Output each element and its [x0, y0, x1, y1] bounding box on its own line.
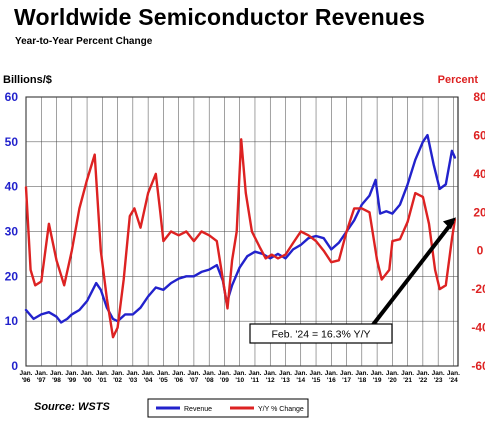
left-axis-label: Billions/$	[3, 74, 52, 86]
x-tick-label: Jan. '19	[371, 370, 384, 384]
left-axis-ticks: 0 10 20 30 40 50 60	[5, 90, 19, 373]
legend-label: Revenue	[184, 406, 212, 413]
x-tick-label: Jan. '02	[111, 370, 124, 384]
x-tick-label: Jan. '15	[310, 370, 323, 384]
right-tick-label: -40	[471, 321, 485, 335]
right-tick-label: -20	[471, 282, 485, 296]
x-tick-label: Jan. '98	[50, 370, 63, 384]
left-tick-label: 60	[5, 90, 19, 104]
x-tick-label: Jan. '05	[157, 370, 170, 384]
x-tick-label: Jan. '06	[172, 370, 185, 384]
x-tick-label: Jan. '12	[264, 370, 277, 384]
x-tick-label: Jan. '23	[432, 370, 445, 384]
x-tick-label: Jan. '07	[187, 370, 200, 384]
annotation-arrowhead	[442, 217, 456, 230]
x-tick-label: Jan. '09	[218, 370, 231, 384]
x-tick-label: Jan. '08	[203, 370, 216, 384]
x-tick-label: Jan. '97	[35, 370, 48, 384]
right-tick-label: 0	[477, 244, 484, 258]
right-tick-label: 80	[473, 90, 485, 104]
x-tick-label: Jan. '03	[126, 370, 139, 384]
legend-label: Y/Y % Change	[258, 406, 304, 413]
legend: Revenue Y/Y % Change	[147, 398, 309, 418]
grid-lines	[25, 96, 458, 367]
right-axis-label: Percent	[438, 74, 479, 86]
series-lines	[24, 133, 457, 339]
right-axis-ticks: -60 -40 -20 0 20 40 60 80	[471, 90, 485, 373]
series-line-yy-change	[24, 138, 457, 339]
x-tick-label: Jan. '24	[447, 370, 460, 384]
annotation-text: Feb. '24 = 16.3% Y/Y	[271, 329, 370, 341]
x-tick-label: Jan. '10	[233, 370, 246, 384]
x-tick-label: Jan. '11	[248, 370, 261, 384]
x-tick-label: Jan. '99	[65, 370, 78, 384]
left-tick-label: 30	[5, 225, 19, 239]
x-tick-label: Jan. '14	[294, 370, 307, 384]
x-tick-label: Jan. '96	[19, 370, 32, 384]
left-tick-label: 10	[5, 314, 19, 328]
left-tick-label: 20	[5, 269, 19, 283]
x-tick-label: Jan. '13	[279, 370, 292, 384]
right-tick-label: 20	[473, 205, 485, 219]
x-tick-label: Jan. '16	[325, 370, 338, 384]
x-tick-label: Jan. '20	[386, 370, 399, 384]
series-line-revenue	[24, 133, 457, 324]
annotation-box	[249, 323, 393, 344]
legend-box	[147, 398, 309, 418]
x-tick-label: Jan. '00	[81, 370, 94, 384]
x-tick-label: Jan. '18	[355, 370, 368, 384]
source-note: Source: WSTS	[34, 401, 110, 413]
left-tick-label: 0	[11, 359, 18, 373]
chart-subtitle: Year-to-Year Percent Change	[15, 36, 153, 47]
x-tick-label: Jan. '01	[96, 370, 109, 384]
left-tick-label: 40	[5, 180, 19, 194]
left-tick-label: 50	[5, 135, 19, 149]
annotation: Feb. '24 = 16.3% Y/Y	[249, 217, 456, 344]
right-tick-label: -60	[471, 359, 485, 373]
x-tick-label: Jan. '04	[142, 370, 155, 384]
x-tick-label: Jan. '17	[340, 370, 353, 384]
x-tick-label: Jan. '22	[416, 370, 429, 384]
chart-title: Worldwide Semiconductor Revenues	[14, 4, 426, 30]
right-tick-label: 40	[473, 167, 485, 181]
annotation-arrow	[370, 220, 455, 328]
x-tick-label: Jan. '21	[401, 370, 414, 384]
right-tick-label: 60	[473, 128, 485, 142]
